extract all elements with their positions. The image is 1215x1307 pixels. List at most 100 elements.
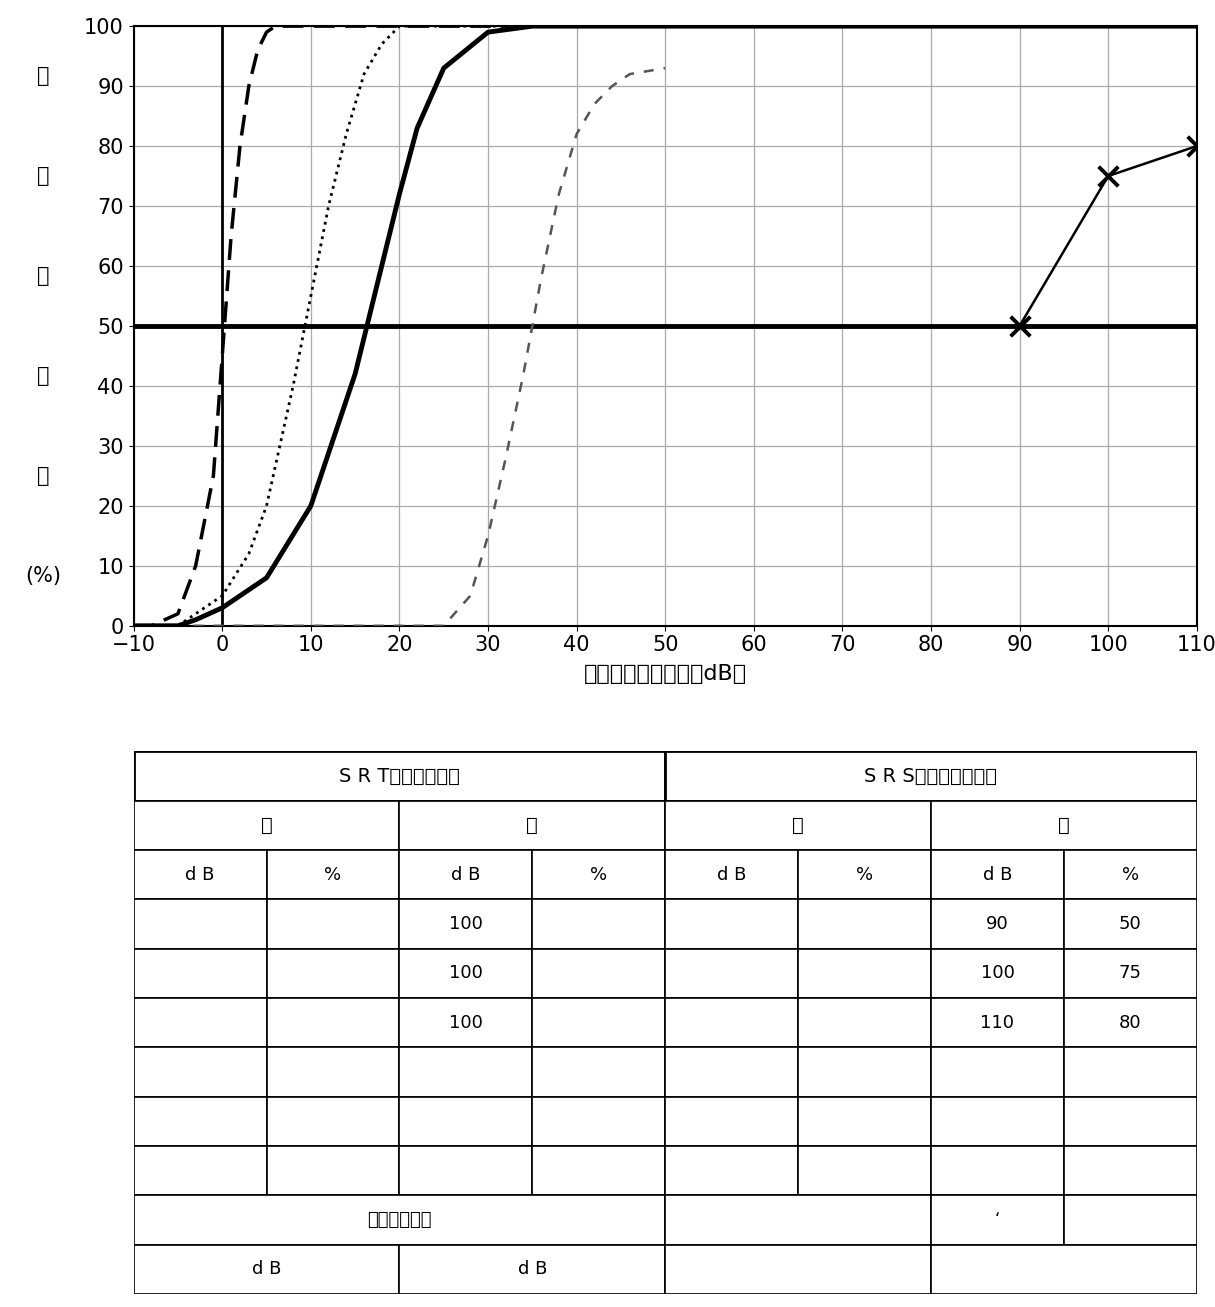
Text: %: %	[1121, 865, 1138, 884]
Text: 語: 語	[36, 67, 50, 86]
Bar	[266, 899, 400, 949]
Bar	[400, 1244, 666, 1294]
Bar	[931, 999, 1064, 1047]
Bar	[134, 1146, 266, 1196]
Bar	[1064, 899, 1197, 949]
Text: 110: 110	[981, 1014, 1015, 1031]
Bar	[666, 752, 1197, 801]
Bar	[931, 850, 1064, 899]
Bar	[1064, 999, 1197, 1047]
Bar	[666, 999, 798, 1047]
Bar	[931, 1097, 1064, 1146]
Bar	[266, 949, 400, 999]
Bar	[1064, 1097, 1197, 1146]
Bar	[532, 1097, 666, 1146]
Point	[1098, 166, 1118, 187]
Text: ‘: ‘	[995, 1212, 1000, 1229]
Text: 瞎: 瞎	[36, 366, 50, 386]
Bar	[931, 1196, 1064, 1244]
Text: 左: 左	[526, 816, 538, 835]
Text: S R T　　数字語表: S R T 数字語表	[339, 767, 459, 786]
Text: d B: d B	[717, 865, 746, 884]
Text: 100: 100	[981, 965, 1015, 983]
Bar	[798, 949, 931, 999]
Text: %: %	[857, 865, 874, 884]
Text: 100: 100	[448, 1014, 482, 1031]
Bar	[266, 1146, 400, 1196]
Text: 音: 音	[36, 166, 50, 186]
Text: 90: 90	[987, 915, 1008, 933]
Text: 左: 左	[1058, 816, 1069, 835]
Text: d B: d B	[451, 865, 481, 884]
Bar	[1064, 1047, 1197, 1097]
Text: 右: 右	[261, 816, 272, 835]
Bar	[666, 899, 798, 949]
Bar	[666, 850, 798, 899]
Text: 明: 明	[36, 267, 50, 286]
Bar	[798, 1097, 931, 1146]
Text: %: %	[590, 865, 608, 884]
Bar	[134, 850, 266, 899]
Text: 50: 50	[1119, 915, 1142, 933]
Text: 75: 75	[1119, 965, 1142, 983]
Text: d B: d B	[186, 865, 215, 884]
Bar	[400, 949, 532, 999]
Bar	[266, 1097, 400, 1146]
Bar	[134, 999, 266, 1047]
Bar	[134, 1047, 266, 1097]
Bar	[134, 899, 266, 949]
X-axis label: 語音聴力レベル　（dB）: 語音聴力レベル （dB）	[583, 664, 747, 684]
Bar	[134, 752, 666, 801]
Text: d B: d B	[983, 865, 1012, 884]
Text: 右: 右	[792, 816, 804, 835]
Bar	[400, 801, 666, 850]
Text: d B: d B	[252, 1260, 281, 1278]
Bar	[532, 949, 666, 999]
Text: 80: 80	[1119, 1014, 1142, 1031]
Bar	[266, 999, 400, 1047]
Text: (%): (%)	[26, 566, 61, 586]
Bar	[400, 1097, 532, 1146]
Bar	[400, 999, 532, 1047]
Bar	[1064, 949, 1197, 999]
Bar	[134, 1244, 400, 1294]
Bar	[532, 1146, 666, 1196]
Bar	[931, 1244, 1197, 1294]
Bar	[931, 1146, 1064, 1196]
Bar	[266, 1047, 400, 1097]
Bar	[666, 1146, 798, 1196]
Text: 度: 度	[36, 465, 50, 486]
Bar	[666, 801, 931, 850]
Bar	[134, 1097, 266, 1146]
Text: 100: 100	[448, 915, 482, 933]
Bar	[666, 949, 798, 999]
Bar	[134, 1196, 666, 1244]
Point	[1187, 136, 1206, 157]
Point	[1010, 315, 1029, 336]
Bar	[532, 1047, 666, 1097]
Bar	[1064, 850, 1197, 899]
Bar	[400, 1047, 532, 1097]
Bar	[400, 850, 532, 899]
Bar	[134, 949, 266, 999]
Bar	[931, 949, 1064, 999]
Bar	[400, 1146, 532, 1196]
Bar	[532, 850, 666, 899]
Bar	[798, 999, 931, 1047]
Text: S R S　　単音節語表: S R S 単音節語表	[865, 767, 998, 786]
Bar	[798, 1047, 931, 1097]
Text: d B: d B	[518, 1260, 547, 1278]
Bar	[798, 1146, 931, 1196]
Bar	[798, 850, 931, 899]
Bar	[931, 899, 1064, 949]
Bar	[666, 1244, 931, 1294]
Bar	[532, 999, 666, 1047]
Bar	[931, 1047, 1064, 1097]
Bar	[666, 1097, 798, 1146]
Bar	[532, 899, 666, 949]
Bar	[266, 850, 400, 899]
Bar	[798, 899, 931, 949]
Text: 100: 100	[448, 965, 482, 983]
Bar	[1064, 1196, 1197, 1244]
Bar	[931, 801, 1197, 850]
